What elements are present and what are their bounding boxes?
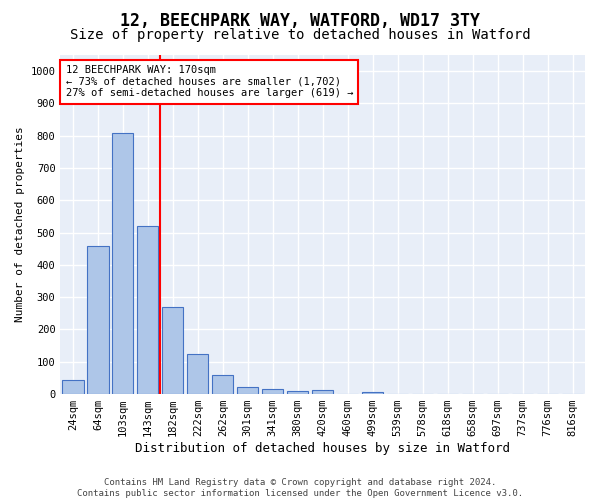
X-axis label: Distribution of detached houses by size in Watford: Distribution of detached houses by size … xyxy=(135,442,510,455)
Bar xyxy=(312,390,334,394)
Text: Contains HM Land Registry data © Crown copyright and database right 2024.
Contai: Contains HM Land Registry data © Crown c… xyxy=(77,478,523,498)
Text: 12 BEECHPARK WAY: 170sqm
← 73% of detached houses are smaller (1,702)
27% of sem: 12 BEECHPARK WAY: 170sqm ← 73% of detach… xyxy=(65,65,353,98)
Bar xyxy=(112,132,133,394)
Bar xyxy=(87,246,109,394)
Text: 12, BEECHPARK WAY, WATFORD, WD17 3TY: 12, BEECHPARK WAY, WATFORD, WD17 3TY xyxy=(120,12,480,30)
Bar xyxy=(212,374,233,394)
Bar xyxy=(62,380,83,394)
Bar xyxy=(187,354,208,394)
Y-axis label: Number of detached properties: Number of detached properties xyxy=(15,126,25,322)
Bar xyxy=(362,392,383,394)
Bar xyxy=(287,391,308,394)
Bar xyxy=(262,389,283,394)
Bar xyxy=(162,307,184,394)
Text: Size of property relative to detached houses in Watford: Size of property relative to detached ho… xyxy=(70,28,530,42)
Bar xyxy=(237,387,259,394)
Bar xyxy=(137,226,158,394)
